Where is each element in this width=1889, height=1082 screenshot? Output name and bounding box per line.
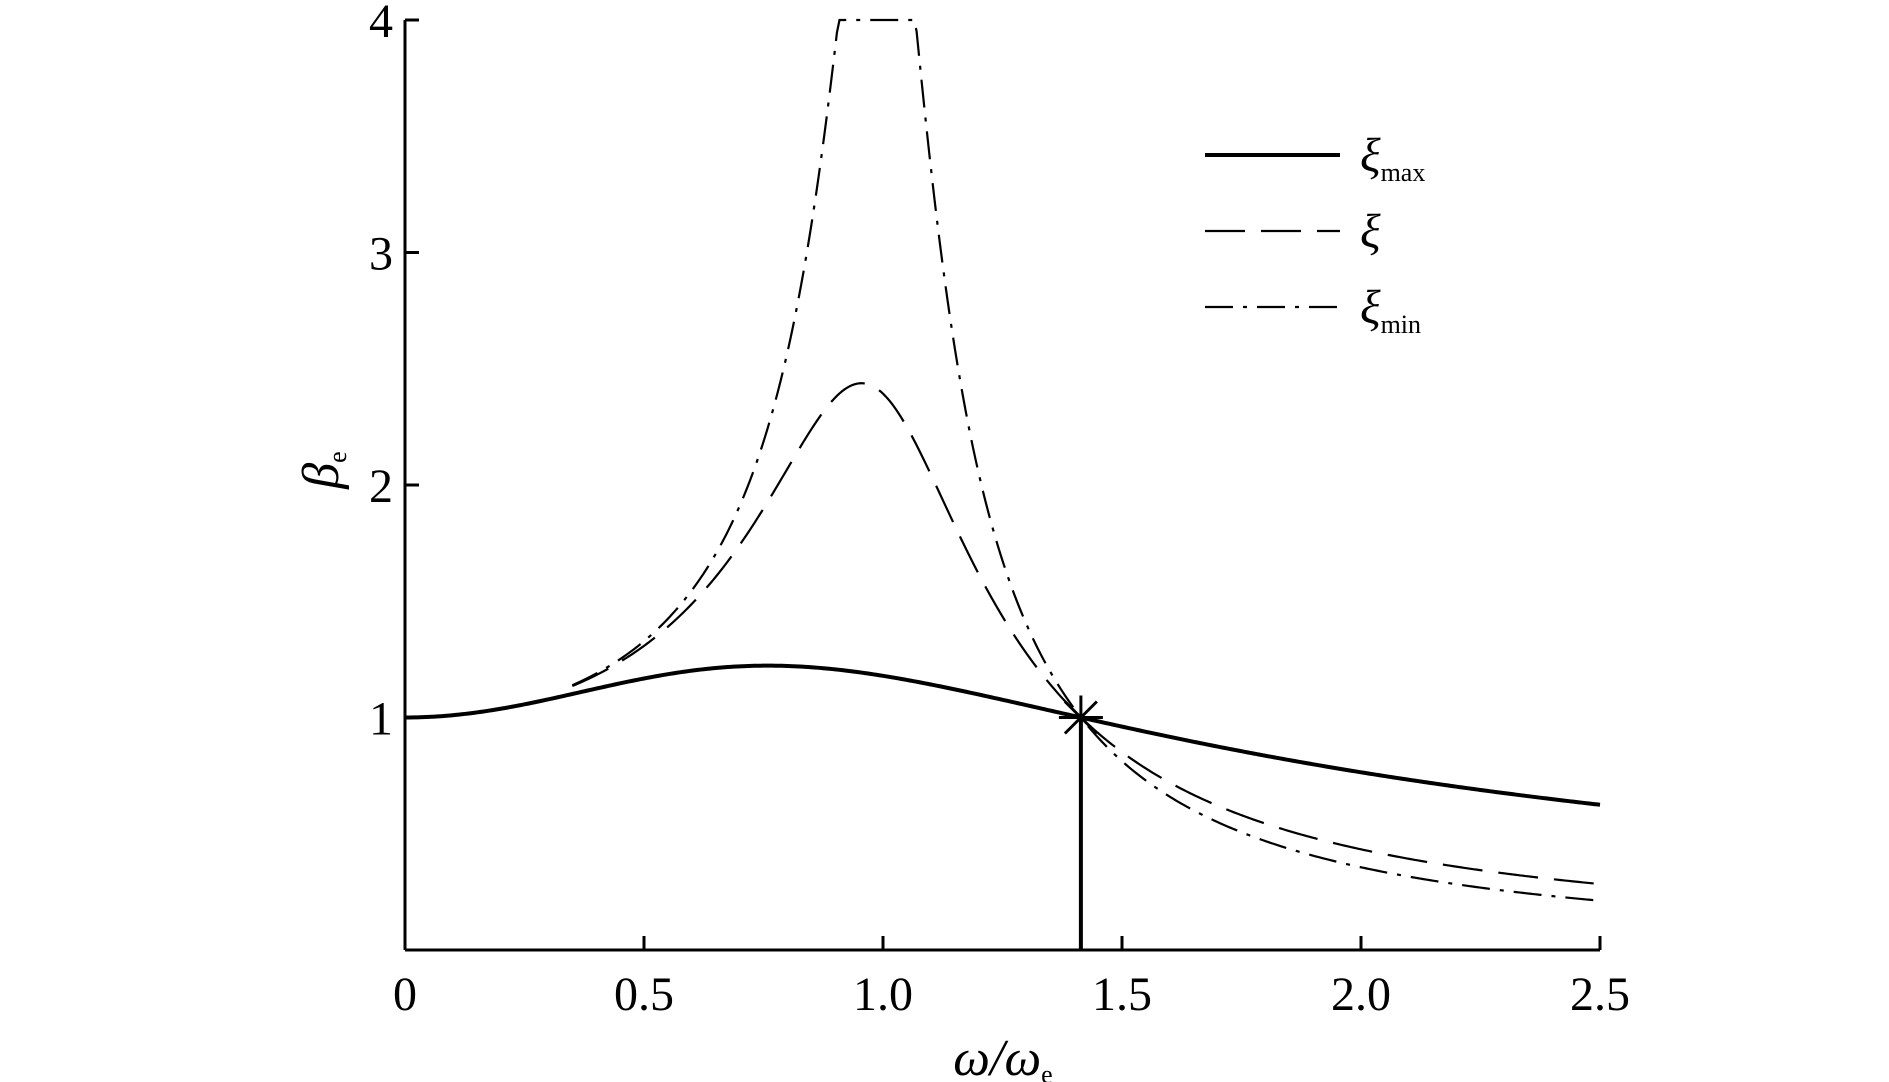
x-tick-label: 0.5 bbox=[614, 968, 674, 1021]
y-axis-label: βe bbox=[293, 451, 352, 489]
legend-label: ξmin bbox=[1360, 281, 1421, 339]
y-tick-label: 1 bbox=[369, 693, 393, 746]
x-axis-label: ω/ωe bbox=[953, 1030, 1052, 1082]
x-tick-label: 2.0 bbox=[1331, 968, 1391, 1021]
asterisk-stroke bbox=[1063, 700, 1098, 735]
legend-label: ξ bbox=[1360, 205, 1381, 258]
asterisk-marker bbox=[1058, 695, 1103, 740]
x-tick-label: 2.5 bbox=[1570, 968, 1630, 1021]
series-line-dashdot bbox=[571, 18, 1601, 902]
x-tick-label: 1.5 bbox=[1092, 968, 1152, 1021]
y-tick-label: 2 bbox=[369, 460, 393, 513]
y-tick-label: 3 bbox=[369, 228, 393, 281]
y-tick-label: 4 bbox=[369, 0, 393, 48]
legend-label: ξmax bbox=[1360, 129, 1425, 187]
x-tick-label: 0 bbox=[393, 968, 417, 1021]
x-tick-label: 1.0 bbox=[853, 968, 913, 1021]
series-line-solid bbox=[404, 663, 1601, 807]
series-line-dashed bbox=[571, 382, 1601, 886]
